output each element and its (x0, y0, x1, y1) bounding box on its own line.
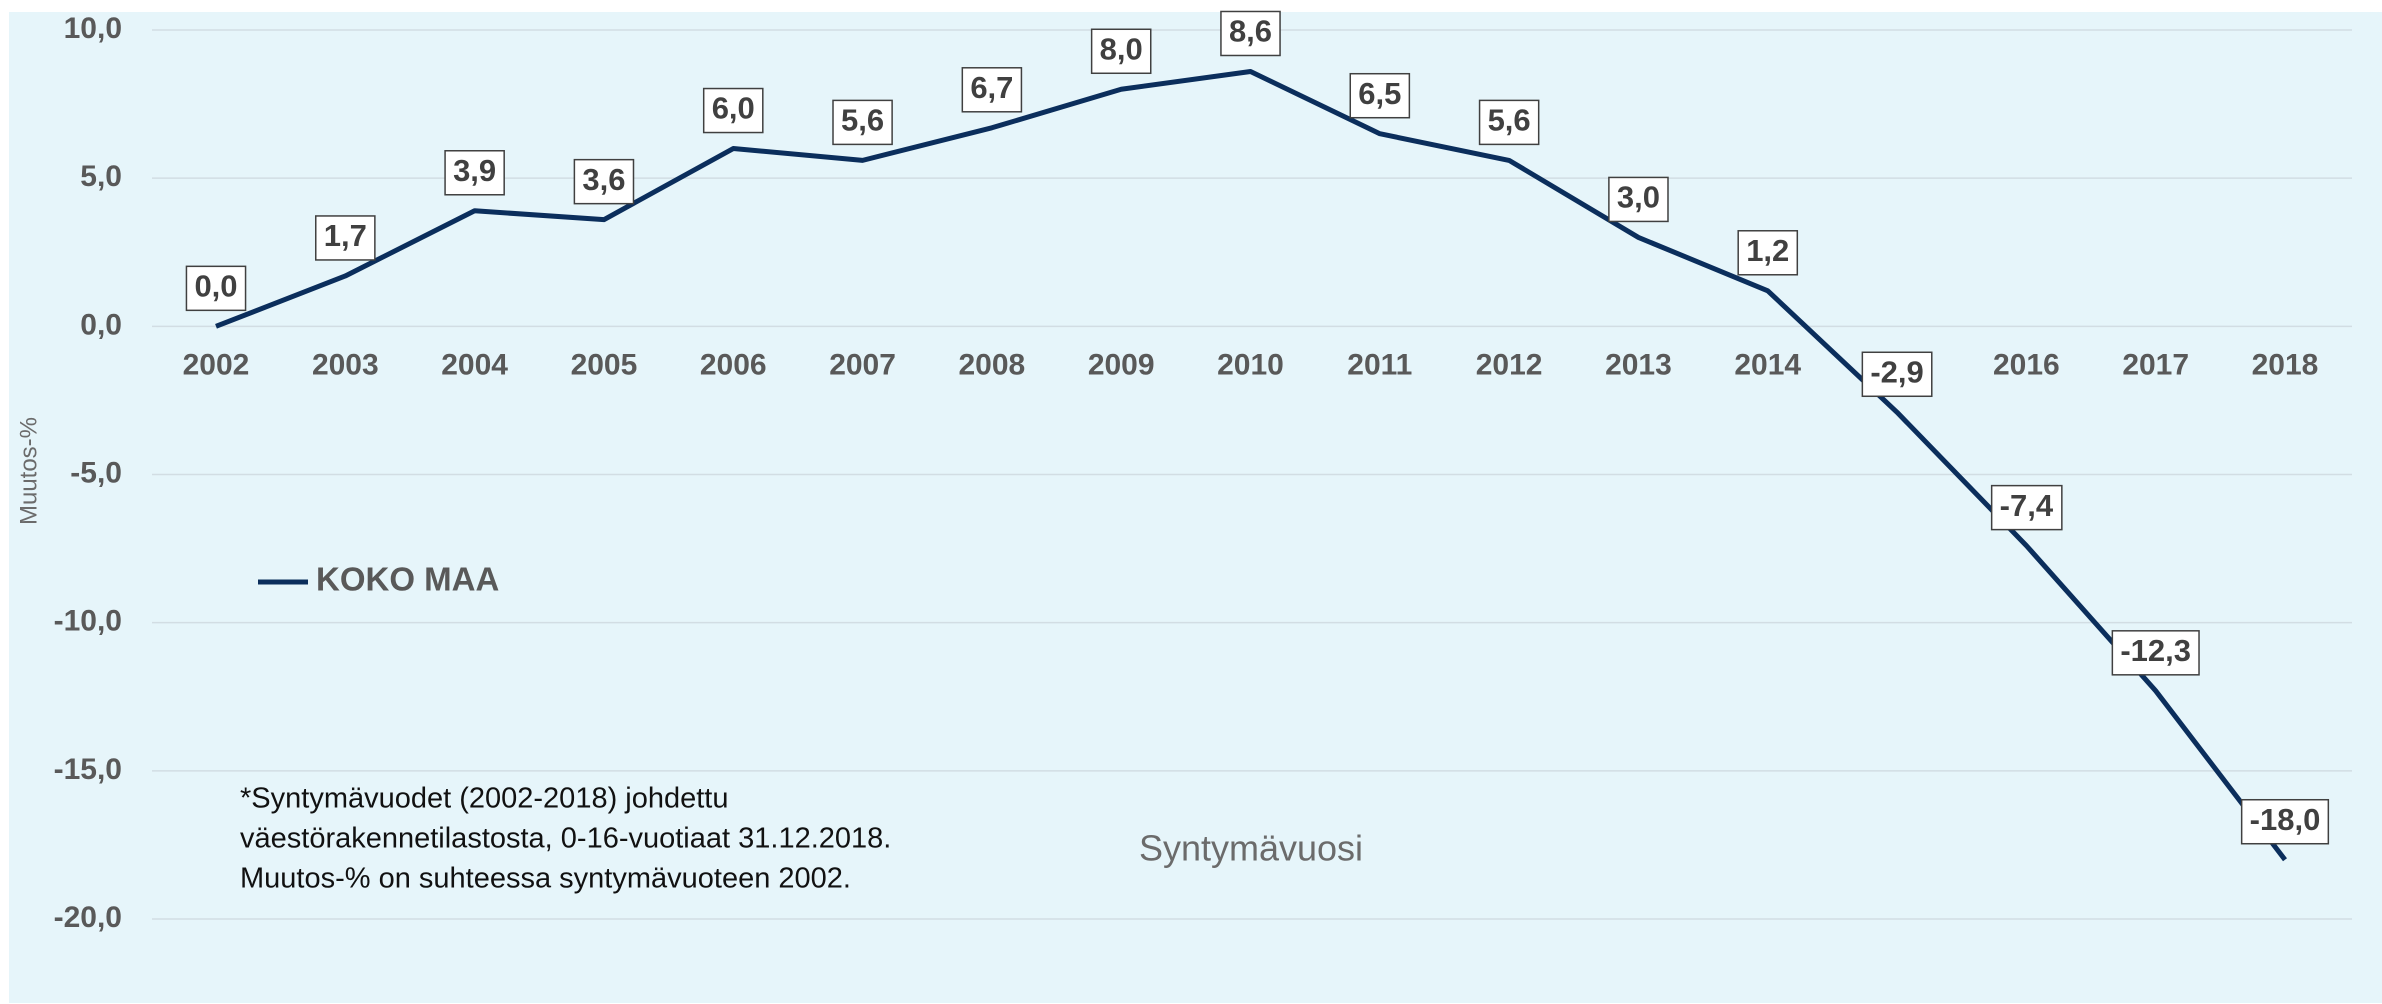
data-label: -12,3 (2120, 633, 2191, 668)
y-tick-label: -20,0 (54, 901, 122, 934)
data-label-group: 6,5 (1349, 72, 1411, 119)
data-label-box (444, 150, 505, 196)
x-tick-label: 2012 (1476, 348, 1543, 381)
y-tick-label: -10,0 (54, 605, 122, 638)
data-label-group: 3,0 (1608, 176, 1669, 223)
x-tick-label: 2011 (1347, 348, 1412, 381)
data-label: 0,0 (194, 269, 237, 304)
x-tick-label: 2009 (1088, 348, 1155, 381)
data-label: 1,2 (1746, 233, 1789, 268)
data-label: 6,0 (712, 91, 755, 126)
y-tick-label: 10,0 (64, 12, 122, 45)
data-label-group: 5,6 (1478, 99, 1540, 146)
x-axis-label: Syntymävuosi (1139, 828, 1363, 869)
data-label: 5,6 (841, 103, 884, 138)
data-label-group: 6,7 (961, 67, 1023, 113)
data-label: 3,9 (453, 153, 496, 188)
footnote: *Syntymävuodet (2002-2018) johdettu (240, 783, 728, 815)
y-axis-label: Muutos-% (15, 417, 42, 525)
data-label-box (1990, 484, 2063, 531)
line (215, 68, 2287, 862)
data-label-group: -2,9 (1861, 351, 1933, 398)
data-label-group: -18,0 (2240, 798, 2330, 845)
data-label-group: -7,4 (1990, 484, 2063, 531)
data-label-group: 5,6 (832, 99, 893, 146)
data-label-group: 8,0 (1090, 28, 1152, 75)
data-label-group: 3,9 (444, 150, 505, 196)
data-label-box (961, 67, 1023, 113)
x-tick-label: 2005 (571, 348, 638, 381)
x-tick-label: 2016 (1993, 348, 2060, 381)
data-label-box (702, 87, 764, 134)
legend-label: KOKO MAA (316, 561, 499, 598)
data-label-box (1349, 72, 1411, 119)
data-label-box (1608, 176, 1669, 223)
data-label-group: 1,2 (1737, 230, 1799, 276)
data-label-box (1737, 230, 1799, 276)
data-label-box (1861, 351, 1933, 398)
x-tick-label: 2014 (1734, 348, 1801, 381)
y-tick-label: -5,0 (70, 456, 122, 489)
data-label-group: 0,0 (185, 265, 247, 312)
x-tick-label: 2018 (2252, 348, 2319, 381)
data-label-group: 3,6 (573, 158, 635, 205)
data-label-box (2111, 630, 2200, 676)
x-tick-label: 2013 (1605, 348, 1672, 381)
x-tick-label: 2007 (829, 348, 896, 381)
x-tick-label: 2010 (1217, 348, 1284, 381)
footnote: Muutos-% on suhteessa syntymävuoteen 200… (240, 863, 851, 895)
data-label: 6,5 (1358, 76, 1401, 111)
x-tick-label: 2006 (700, 348, 767, 381)
data-label-group: 6,0 (702, 87, 764, 134)
data-label: 6,7 (970, 70, 1013, 105)
data-label: -18,0 (2250, 802, 2321, 837)
data-label-group: -12,3 (2111, 630, 2200, 676)
data-label-box (1090, 28, 1152, 75)
footnote: väestörakennetilastosta, 0-16-vuotiaat 3… (240, 823, 891, 855)
x-tick-label: 2008 (959, 348, 1026, 381)
data-label-group: 1,7 (315, 215, 376, 261)
data-label-box (1478, 99, 1540, 146)
data-label: 5,6 (1488, 103, 1531, 138)
data-label-box (2240, 798, 2330, 845)
data-label: 8,0 (1100, 31, 1143, 66)
data-label-box (832, 99, 893, 146)
x-tick-label: 2004 (441, 348, 508, 381)
data-label: 1,7 (324, 218, 367, 253)
data-label: 8,6 (1229, 14, 1272, 49)
data-label: -7,4 (2000, 488, 2054, 523)
x-tick-label: 2017 (2122, 348, 2189, 381)
data-label: 3,6 (582, 162, 625, 197)
data-label-box (185, 265, 247, 312)
y-tick-label: -15,0 (54, 753, 122, 786)
y-tick-label: 0,0 (80, 308, 122, 341)
data-label: -2,9 (1870, 354, 1923, 389)
data-label-group: 8,6 (1220, 10, 1281, 57)
y-tick-label: 5,0 (80, 160, 122, 193)
data-label-box (573, 158, 635, 205)
data-label-box (1220, 10, 1281, 57)
x-tick-label: 2003 (312, 348, 379, 381)
data-label-box (315, 215, 376, 261)
x-tick-label: 2002 (183, 348, 250, 381)
data-label: 3,0 (1617, 180, 1660, 215)
